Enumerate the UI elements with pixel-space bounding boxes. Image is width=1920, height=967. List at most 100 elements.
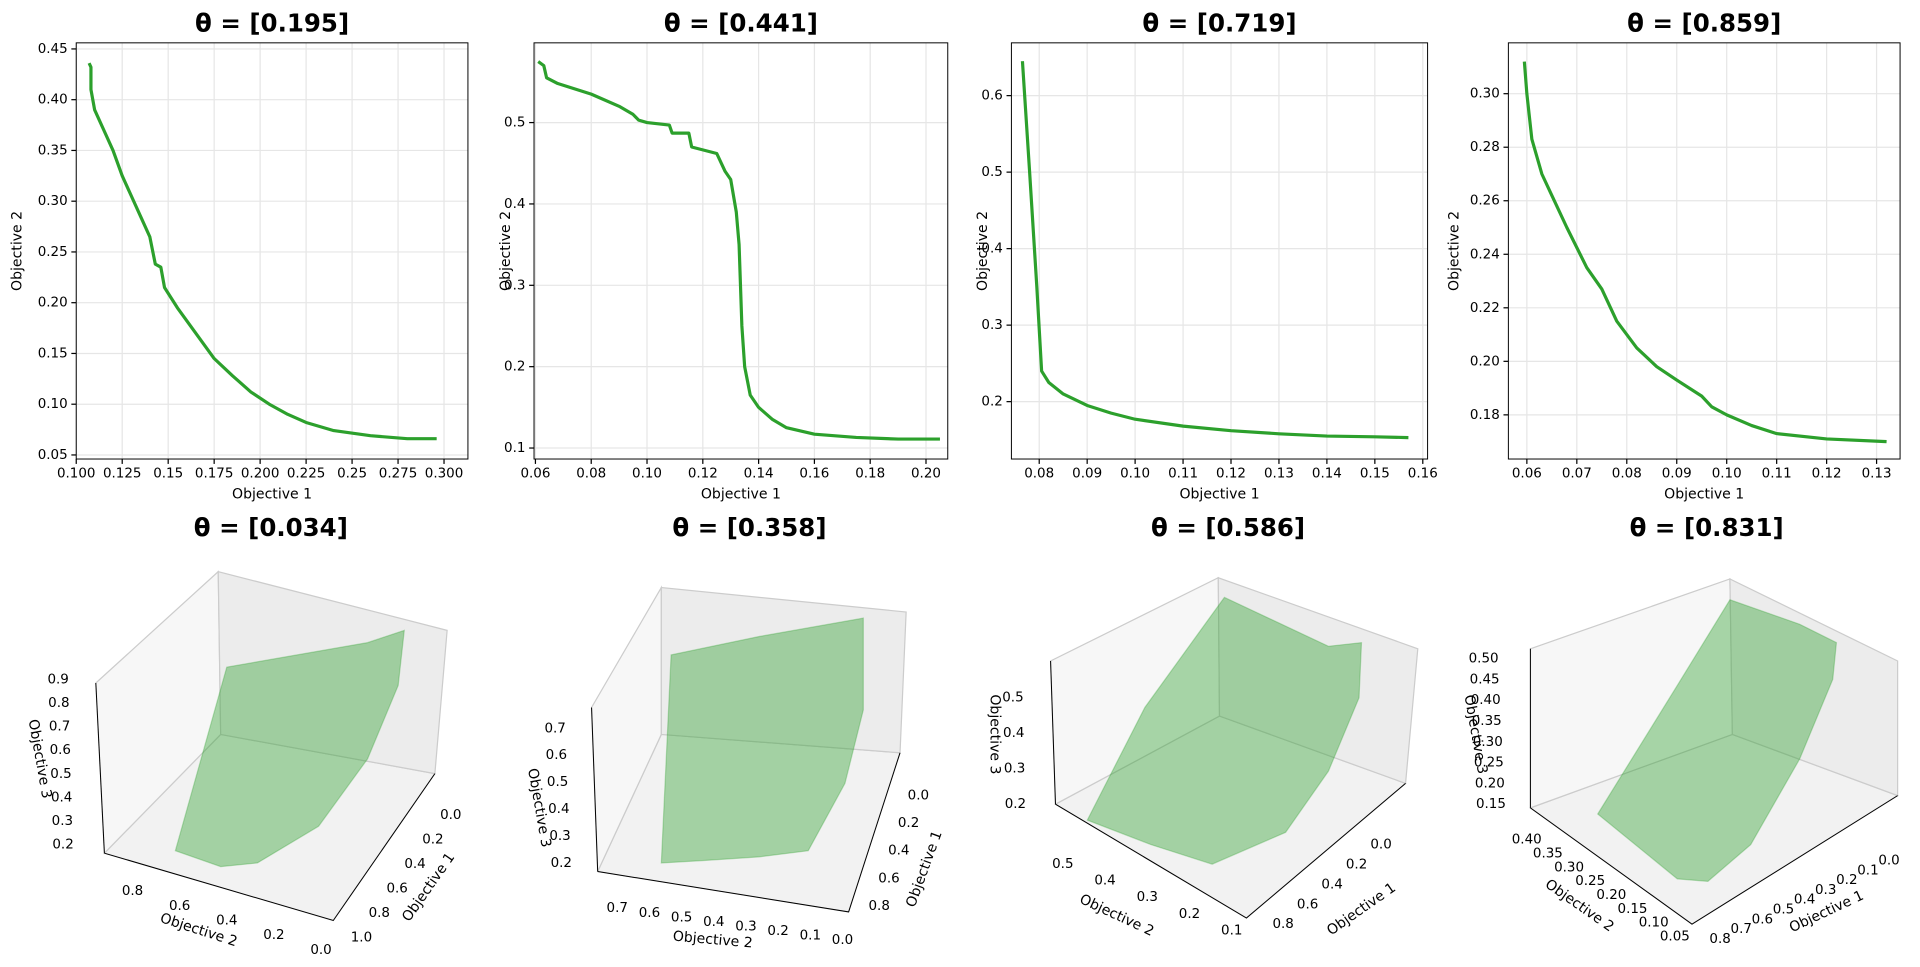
y-tick-label: 0.7 [607, 901, 628, 916]
y-tick-label: 0.18 [1470, 408, 1500, 423]
z-tick-label: 0.9 [47, 672, 68, 687]
x-tick-label: 0.125 [103, 467, 142, 482]
chart-title: θ = [0.831] [1630, 513, 1784, 542]
x-tick-label: 0.06 [520, 467, 550, 482]
z-tick-label: 0.50 [1469, 652, 1499, 667]
x-tick-label: 0.6 [1752, 912, 1773, 927]
y-axis-label: Objective 2 [975, 211, 991, 291]
y-tick-label: 0.1 [504, 441, 525, 456]
x-tick-label: 0.2 [898, 816, 919, 831]
x-tick-label: 0.16 [799, 467, 829, 482]
x-tick-label: 1.0 [351, 931, 372, 946]
x-tick-label: 0.0 [1370, 838, 1391, 853]
y-tick-label: 0.2 [767, 924, 788, 939]
z-tick-label: 0.5 [547, 775, 568, 790]
axis-line [1530, 795, 1898, 925]
y-tick-label: 0.35 [38, 143, 68, 158]
y-tick-label: 0.25 [38, 245, 68, 260]
y-tick-label: 0.15 [38, 346, 68, 361]
y-tick-label: 0.22 [1470, 301, 1500, 316]
x-tick-label: 0.7 [1731, 922, 1752, 937]
pane [660, 586, 907, 754]
line [87, 62, 437, 441]
x-tick-label: 0.300 [425, 467, 464, 482]
y-tick-label: 0.30 [38, 194, 68, 209]
y-tick-label: 0.2 [263, 928, 284, 943]
x-tick-label: 0.100 [57, 467, 96, 482]
y-tick-label: 0.4 [703, 915, 724, 930]
x-tick-label: 0.20 [911, 467, 941, 482]
axes-frame [75, 42, 469, 460]
pane [1217, 576, 1419, 785]
x-tick-label: 0.4 [1321, 877, 1342, 892]
x-axis-label: Objective 1 [1664, 487, 1744, 503]
line [1522, 61, 1887, 444]
z-tick-label: 0.5 [1002, 691, 1023, 706]
y-tick-label: 0.20 [38, 296, 68, 311]
z-tick-label: 0.40 [1471, 693, 1501, 708]
z-tick-label: 0.25 [1474, 756, 1504, 771]
x-tick-label: 0.10 [1712, 467, 1742, 482]
x-tick-label: 0.6 [1297, 897, 1318, 912]
x-tick-label: 0.8 [1272, 917, 1293, 932]
z-tick-label: 0.35 [1472, 714, 1502, 729]
axes-frame [1010, 42, 1429, 460]
y-tick-label: 0.15 [1618, 902, 1648, 917]
x-tick-label: 0.14 [1312, 467, 1342, 482]
y-tick-label: 0.24 [1470, 247, 1500, 262]
x-tick-label: 0.15 [1360, 467, 1390, 482]
z-tick-label: 0.4 [51, 790, 72, 805]
surface [1086, 596, 1363, 865]
z-tick-label: 0.7 [49, 720, 70, 735]
x-tick-label: 0.13 [1264, 467, 1294, 482]
z-tick-label: 0.20 [1475, 776, 1505, 791]
z-tick-label: 0.6 [546, 748, 567, 763]
x-tick-label: 0.4 [404, 857, 425, 872]
y-tick-label: 0.8 [122, 884, 143, 899]
x-tick-label: 0.12 [1216, 467, 1246, 482]
chart-title: θ = [0.586] [1151, 513, 1305, 542]
z-tick-label: 0.7 [544, 721, 565, 736]
x-axis-label: Objective 1 [903, 829, 945, 910]
surface [660, 617, 864, 864]
z-tick-label: 0.6 [50, 743, 71, 758]
y-axis-label: Objective 2 [9, 211, 25, 291]
y-tick-label: 0.25 [1575, 874, 1605, 889]
x-tick-label: 0.15 [153, 467, 183, 482]
y-tick-label: 0.4 [1094, 874, 1115, 889]
x-tick-label: 0.25 [337, 467, 367, 482]
axes-frame [1507, 42, 1901, 460]
y-tick-label: 0.3 [735, 919, 756, 934]
z-axis-label: Objective 3 [986, 694, 1002, 774]
y-tick-label: 0.1 [1221, 923, 1242, 938]
y-tick-label: 0.28 [1470, 140, 1500, 155]
x-tick-label: 0.8 [369, 906, 390, 921]
x-tick-label: 0.8 [869, 899, 890, 914]
z-tick-label: 0.2 [52, 838, 73, 853]
y-tick-label: 0.1 [800, 929, 821, 944]
x-tick-label: 0.09 [1072, 467, 1102, 482]
y-tick-label: 0.6 [169, 899, 190, 914]
chart-title: θ = [0.195] [195, 8, 349, 37]
pane [217, 570, 448, 775]
x-tick-label: 0.13 [1862, 467, 1892, 482]
surface [174, 629, 405, 868]
x-tick-label: 0.0 [1878, 854, 1899, 869]
x-tick-label: 0.6 [878, 871, 899, 886]
x-tick-label: 0.1 [1857, 863, 1878, 878]
x-axis-label: Objective 1 [232, 487, 312, 503]
y-tick-label: 0.2 [981, 395, 1002, 410]
y-tick-label: 0.30 [1554, 860, 1584, 875]
x-tick-label: 0.2 [1346, 857, 1367, 872]
y-tick-label: 0.45 [38, 42, 68, 57]
x-tick-label: 0.14 [744, 467, 774, 482]
y-axis-label: Objective 2 [672, 929, 753, 952]
x-tick-label: 0.3 [1815, 883, 1836, 898]
axis-line [1050, 660, 1056, 805]
y-tick-label: 0.0 [310, 943, 331, 958]
y-tick-label: 0.3 [1137, 890, 1158, 905]
y-tick-label: 0.3 [981, 318, 1002, 333]
x-tick-label: 0.12 [1812, 467, 1842, 482]
y-tick-label: 0.5 [981, 165, 1002, 180]
x-tick-label: 0.08 [576, 467, 606, 482]
